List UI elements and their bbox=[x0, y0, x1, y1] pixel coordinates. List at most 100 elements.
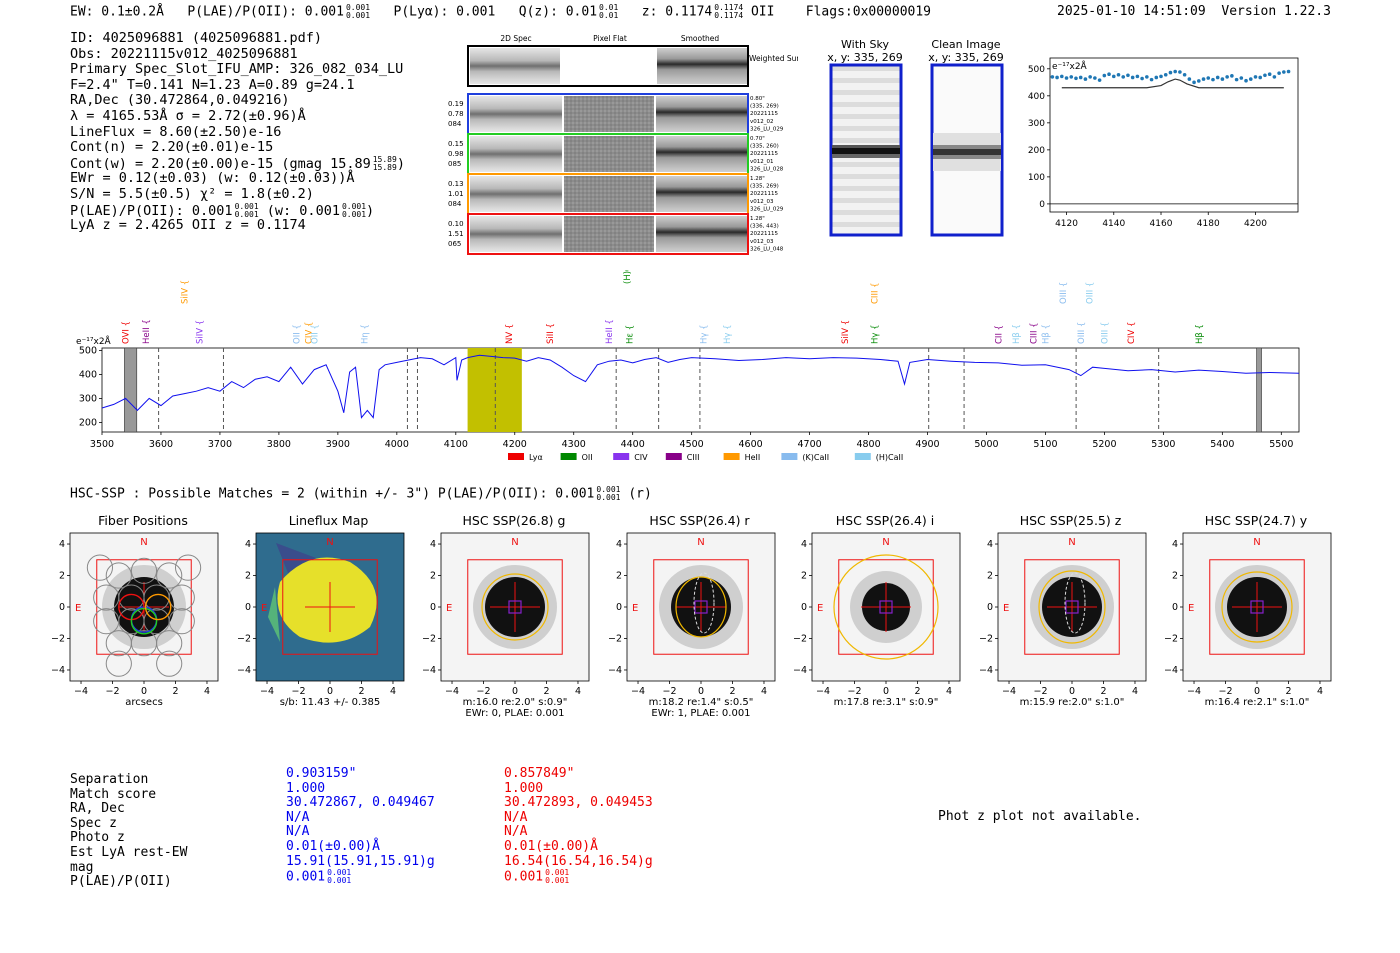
spectrum-legend-label: HeII bbox=[745, 453, 761, 462]
info-ewr: EWr = 0.12(±0.03) (w: 0.12(±0.03))Å bbox=[70, 170, 355, 187]
match-label: Photo z bbox=[70, 830, 125, 846]
match-value: 0.903159" bbox=[286, 766, 357, 781]
hsc-caption: m:15.9 re:2.0" s:1.0" bbox=[1019, 697, 1124, 708]
match-value: 1.000 bbox=[504, 780, 544, 796]
hsc-ytick-label: −4 bbox=[422, 665, 436, 676]
spectrum-xtick-label: 3500 bbox=[90, 439, 114, 450]
zoom-xtick-label: 4200 bbox=[1244, 219, 1267, 229]
spectral-line-label: SiIV { bbox=[841, 320, 851, 344]
zoom-data-point bbox=[1239, 76, 1244, 80]
zoom-data-point bbox=[1272, 75, 1277, 79]
zoom-ytick-label: 400 bbox=[1028, 92, 1045, 102]
spec2d-cell-flat bbox=[564, 176, 654, 212]
spec2d-row-left-text: 085 bbox=[448, 160, 461, 168]
spectrum-legend-swatch bbox=[854, 453, 871, 460]
spectral-line-label: CIII { bbox=[1030, 322, 1040, 344]
hsc-panel-title: HSC SSP(24.7) y bbox=[1204, 513, 1308, 528]
match-value: N/A bbox=[286, 824, 310, 840]
info-contw-sup: 15.89 bbox=[372, 154, 397, 164]
fiber-circle bbox=[130, 557, 158, 584]
match-label: P(LAE)/P(OII) bbox=[70, 874, 172, 890]
spec2d-row-right-text: (335, 269) bbox=[750, 184, 779, 190]
north-label: N bbox=[1068, 537, 1075, 548]
cutout-title: With Sky bbox=[841, 38, 889, 51]
match-value: 30.472893, 0.049453 bbox=[504, 795, 653, 811]
hsc-panel: HSC SSP(26.4) r N E −4 −2 0 2 4 4 2 0 −2 −4 m:18.2 re… bbox=[607, 512, 792, 727]
spec2d-row-right-text: v012_03 bbox=[750, 199, 774, 205]
zoom-data-point bbox=[1282, 70, 1286, 74]
header-qz-sub: 0.01 bbox=[599, 11, 619, 20]
info-plae-w-end: ) bbox=[366, 202, 375, 219]
spectrum-legend-label: CIII bbox=[687, 453, 700, 462]
spectral-line-label: OIII { bbox=[1059, 282, 1069, 304]
hsc-ytick-label: 0 bbox=[1172, 602, 1178, 613]
spec2d-row-left-text: 084 bbox=[448, 120, 462, 128]
spectrum-frame bbox=[101, 347, 1300, 433]
spectrum-emission-band bbox=[467, 348, 522, 432]
zoom-data-point bbox=[1111, 74, 1116, 79]
spectral-line-label: (H)CaII { bbox=[623, 270, 633, 284]
hsc-ytick-label: 2 bbox=[244, 571, 250, 582]
hsc-aperture-box bbox=[652, 559, 749, 655]
match-table-labels: Separation Match score RA, Dec Spec z Ph… bbox=[70, 772, 188, 890]
spectral-line-label: Hε { bbox=[626, 325, 636, 344]
header-plya: P(Lyα): 0.001 bbox=[393, 4, 496, 20]
hsc-heading-text: HSC-SSP : Possible Matches = 2 (within +… bbox=[70, 486, 595, 502]
weighted-sum-label: Weighted Sum bbox=[749, 54, 798, 63]
spectrum-xtick-label: 4300 bbox=[562, 439, 586, 450]
hsc-xtick-label: 2 bbox=[1285, 686, 1291, 697]
zoom-xtick-label: 4120 bbox=[1055, 219, 1078, 229]
spec2d-row-right-text: 326_LU_029 bbox=[750, 206, 784, 212]
zoom-data-point bbox=[1140, 76, 1144, 81]
hsc-caption: m:16.4 re:2.1" s:1.0" bbox=[1205, 697, 1310, 708]
spectrum-ytick-label: 300 bbox=[79, 393, 97, 404]
hsc-fiber-box bbox=[879, 600, 893, 614]
zoom-ytick-label: 300 bbox=[1028, 119, 1045, 129]
hsc-ytick-label: 2 bbox=[430, 571, 436, 582]
spectral-line-label: HeII { bbox=[142, 319, 152, 344]
spectrum-xtick-label: 5200 bbox=[1092, 439, 1116, 450]
weighted-sum-smoothed bbox=[657, 48, 747, 84]
spectral-line-label: Hβ { bbox=[1195, 324, 1205, 344]
spec2d-row-left-text: 1.51 bbox=[448, 230, 464, 238]
east-label: E bbox=[1188, 603, 1194, 614]
hsc-aperture-ellipse bbox=[1037, 570, 1106, 644]
spectrum-xtick-label: 3800 bbox=[267, 439, 291, 450]
match-plae-sup: 0.001 bbox=[545, 868, 570, 878]
info-plae: P(LAE)/P(OII): 0.001 0.001 0.001 (w: 0.001… bbox=[70, 202, 405, 219]
hsc-panel-image: N E −4 −2 0 2 4 4 2 0 −2 −4 m:16.0 re:2.0" s:0.9"EWr… bbox=[422, 532, 590, 719]
cutout-clean bbox=[930, 63, 1004, 237]
spectrum-xtick-label: 5100 bbox=[1033, 439, 1057, 450]
zoom-data-point bbox=[1069, 75, 1074, 79]
zoom-data-point bbox=[1135, 74, 1140, 79]
match-value: 16.54(16.54,16.54)g bbox=[504, 853, 653, 869]
east-label: E bbox=[261, 603, 267, 614]
spec2d-row-right-text: v012_03 bbox=[750, 239, 774, 245]
match-label: Est LyA rest-EW bbox=[70, 844, 188, 860]
hsc-xtick-label: 4 bbox=[760, 686, 766, 697]
hsc-aperture-ellipse bbox=[481, 573, 549, 641]
north-label: N bbox=[1253, 537, 1260, 548]
hsc-ytick-label: 0 bbox=[59, 602, 65, 613]
spectral-line-label: Hγ { bbox=[699, 324, 709, 344]
header-version: Version 1.22.3 bbox=[1221, 4, 1331, 19]
zoom-data-point bbox=[1220, 77, 1225, 81]
hsc-xtick-label: −2 bbox=[848, 686, 862, 697]
header-plae-sup: 0.001 bbox=[345, 3, 371, 12]
spectral-line-label: OVI { bbox=[122, 321, 132, 344]
hsc-xtick-label: −4 bbox=[74, 686, 88, 697]
spec2d-row-right-text: v012_02 bbox=[750, 119, 774, 125]
match-label: Separation bbox=[70, 772, 149, 787]
hsc-aperture-box bbox=[1209, 559, 1305, 655]
hsc-xtick-label: 2 bbox=[172, 686, 178, 697]
spectral-line-label: CIV { bbox=[304, 322, 314, 344]
spec2d-row-left-text: 0.13 bbox=[448, 180, 464, 188]
spec2d-row-right-text: (335, 260) bbox=[750, 144, 779, 150]
zoom-data-point bbox=[1192, 80, 1196, 85]
zoom-data-point bbox=[1286, 69, 1291, 74]
hsc-panel: HSC SSP(26.8) g N E −4 −2 0 2 4 4 2 0 −2 −4 m:16.0 re… bbox=[421, 512, 606, 727]
weighted-sum-text: Weighted Sum bbox=[749, 54, 798, 63]
spec2d-row-right-text: 326_LU_028 bbox=[750, 166, 784, 172]
hsc-xtick-label: −2 bbox=[662, 686, 676, 697]
